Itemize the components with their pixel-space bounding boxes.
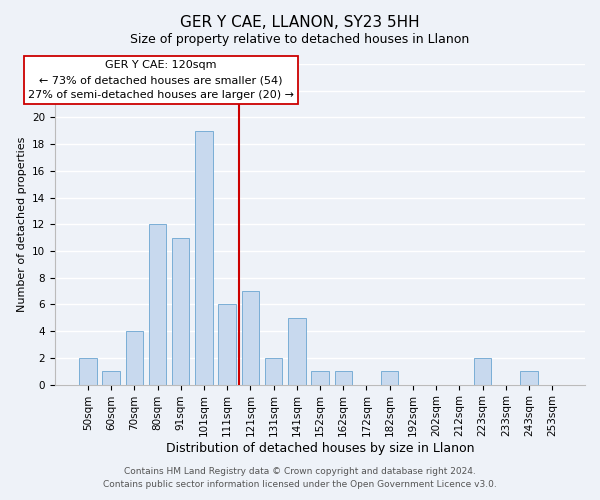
Bar bbox=[125, 331, 143, 384]
Bar bbox=[520, 371, 538, 384]
Bar bbox=[474, 358, 491, 384]
Bar bbox=[242, 291, 259, 384]
Y-axis label: Number of detached properties: Number of detached properties bbox=[17, 136, 26, 312]
Text: Size of property relative to detached houses in Llanon: Size of property relative to detached ho… bbox=[130, 32, 470, 46]
Bar bbox=[381, 371, 398, 384]
Bar bbox=[79, 358, 97, 384]
Text: GER Y CAE: 120sqm
← 73% of detached houses are smaller (54)
27% of semi-detached: GER Y CAE: 120sqm ← 73% of detached hous… bbox=[28, 60, 294, 100]
Bar bbox=[103, 371, 120, 384]
Bar bbox=[218, 304, 236, 384]
Bar bbox=[172, 238, 190, 384]
Bar bbox=[265, 358, 282, 384]
Bar bbox=[149, 224, 166, 384]
X-axis label: Distribution of detached houses by size in Llanon: Distribution of detached houses by size … bbox=[166, 442, 474, 455]
Bar bbox=[311, 371, 329, 384]
Bar bbox=[288, 318, 305, 384]
Text: Contains HM Land Registry data © Crown copyright and database right 2024.
Contai: Contains HM Land Registry data © Crown c… bbox=[103, 467, 497, 489]
Text: GER Y CAE, LLANON, SY23 5HH: GER Y CAE, LLANON, SY23 5HH bbox=[180, 15, 420, 30]
Bar bbox=[195, 131, 212, 384]
Bar bbox=[335, 371, 352, 384]
